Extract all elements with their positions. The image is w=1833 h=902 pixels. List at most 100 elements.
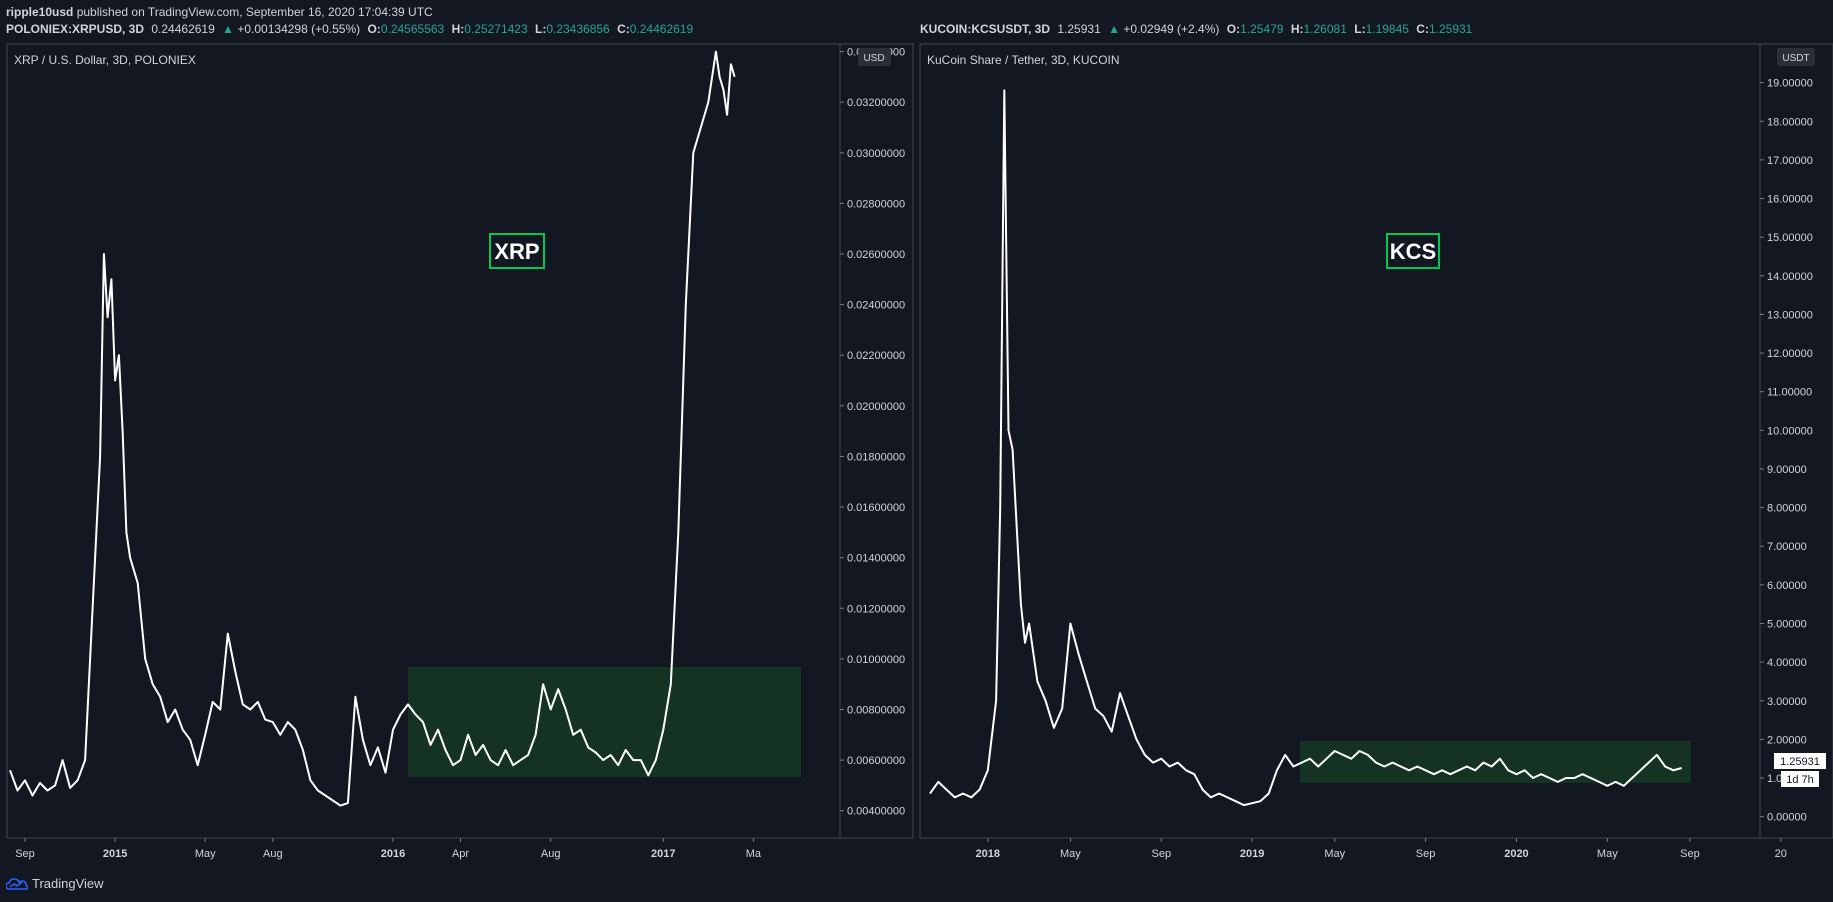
top-header: ripple10usd published on TradingView.com… [0, 0, 1833, 42]
right-y-tick-label: 13.00000 [1767, 309, 1813, 321]
right-x-tick-label: May [1597, 848, 1618, 860]
left-y-tick-label: 0.02600000 [847, 249, 905, 261]
right-symbol[interactable]: KUCOIN:KCSUSDT, 3D [920, 22, 1051, 36]
right-y-tick-label: 2.00000 [1767, 734, 1807, 746]
left-x-axis[interactable]: Sep 2015 May Aug 2016 Apr Aug 2017 Ma [15, 838, 762, 860]
low-label: L: [534, 22, 547, 36]
right-annotation-box[interactable] [1386, 233, 1440, 269]
tradingview-cloud-icon [6, 877, 28, 890]
left-low: 0.23436856 [546, 22, 610, 36]
left-x-tick-label: Sep [15, 848, 35, 860]
tradingview-brand: TradingView [32, 876, 104, 891]
up-triangle-icon: ▲ [222, 22, 235, 36]
left-chart-title: XRP / U.S. Dollar, 3D, POLONIEX [14, 53, 196, 67]
right-panel-frame [919, 43, 1833, 839]
tradingview-logo[interactable]: TradingView [6, 876, 104, 891]
right-y-tick-label: 3.00000 [1767, 696, 1807, 708]
left-y-tick-label: 0.00600000 [847, 755, 905, 767]
left-y-tick-label: 0.00400000 [847, 806, 905, 818]
left-x-tick-label: Apr [452, 848, 469, 860]
left-close: 0.24462619 [629, 22, 694, 36]
left-y-tick-label: 0.01000000 [847, 654, 905, 666]
right-x-tick-label: Sep [1151, 848, 1171, 860]
right-x-tick-label: Sep [1416, 848, 1436, 860]
close-label: C: [617, 22, 630, 36]
high-label: H: [1290, 22, 1304, 36]
right-price-line [929, 89, 1682, 807]
low-label: L: [1354, 22, 1366, 36]
left-y-tick-label: 0.03200000 [847, 97, 905, 109]
high-label: H: [451, 22, 465, 36]
left-x-tick-label: 2016 [381, 848, 405, 860]
left-change: +0.00134298 (+0.55%) [237, 22, 361, 36]
left-x-tick-label: May [195, 848, 216, 860]
right-x-tick-label: 20 [1775, 848, 1787, 860]
up-triangle-icon: ▲ [1108, 22, 1120, 36]
right-x-tick-label: 2019 [1240, 848, 1264, 860]
right-currency-label: USDT [1782, 53, 1809, 64]
open-label: O: [1226, 22, 1241, 36]
right-y-tick-label: 6.00000 [1767, 580, 1807, 592]
right-low: 1.19845 [1365, 22, 1409, 36]
left-y-tick-label: 0.01400000 [847, 553, 905, 565]
left-annotation-label: XRP [494, 239, 539, 264]
right-y-tick-label: 7.00000 [1767, 541, 1807, 553]
right-x-tick-label: 2020 [1504, 848, 1528, 860]
right-chart-panel[interactable]: KuCoin Share / Tether, 3D, KUCOIN 0.0000… [919, 43, 1833, 860]
charts-canvas[interactable]: XRP / U.S. Dollar, 3D, POLONIEX 0.004000… [0, 0, 1833, 870]
right-x-tick-label: 2018 [976, 848, 1000, 860]
left-open: 0.24565563 [380, 22, 445, 36]
left-x-tick-label: Ma [746, 848, 762, 860]
right-x-axis[interactable]: 2018 May Sep 2019 May Sep 2020 May Sep 20 [976, 838, 1787, 860]
right-y-tick-label: 9.00000 [1767, 464, 1807, 476]
left-currency-label: USD [863, 53, 884, 64]
right-y-tick-label: 19.00000 [1767, 78, 1813, 90]
right-y-tick-label: 8.00000 [1767, 503, 1807, 515]
left-symbol[interactable]: POLONIEX:XRPUSD, 3D [6, 22, 145, 36]
right-y-tick-label: 12.00000 [1767, 348, 1813, 360]
right-x-tick-label: May [1060, 848, 1081, 860]
right-y-tick-label: 16.00000 [1767, 194, 1813, 206]
right-x-tick-label: May [1324, 848, 1345, 860]
right-y-tick-label: 15.00000 [1767, 232, 1813, 244]
right-annotation-label: KCS [1390, 239, 1436, 264]
left-currency-badge [858, 48, 891, 66]
left-range-box[interactable] [408, 667, 801, 777]
open-label: O: [367, 22, 381, 36]
right-high: 1.26081 [1303, 22, 1347, 36]
publisher-name[interactable]: ripple10usd [6, 5, 74, 19]
right-currency-badge [1777, 48, 1815, 66]
countdown-tag [1781, 771, 1819, 787]
left-y-tick-label: 0.02200000 [847, 350, 905, 362]
right-y-tick-label: 0.00000 [1767, 812, 1807, 824]
left-y-tick-label: 0.03000000 [847, 148, 905, 160]
last-price-text: 1.25931 [1780, 756, 1820, 768]
right-y-tick-label: 5.00000 [1767, 619, 1807, 631]
right-y-tick-label: 14.00000 [1767, 271, 1813, 283]
left-high: 0.25271423 [464, 22, 528, 36]
right-y-tick-label: 18.00000 [1767, 116, 1813, 128]
right-chart-title: KuCoin Share / Tether, 3D, KUCOIN [927, 53, 1120, 67]
right-y-tick-label: 4.00000 [1767, 657, 1807, 669]
left-ohlc-legend: POLONIEX:XRPUSD, 3D 0.24462619 ▲ +0.0013… [6, 22, 693, 36]
right-y-tick-label: 10.00000 [1767, 425, 1813, 437]
left-x-tick-label: Aug [541, 848, 561, 860]
left-y-tick-label: 0.01800000 [847, 451, 905, 463]
left-y-tick-label: 0.00800000 [847, 704, 905, 716]
left-price-line [9, 50, 736, 807]
left-x-tick-label: Aug [263, 848, 283, 860]
right-y-tick-label: 11.00000 [1767, 387, 1812, 399]
close-label: C: [1416, 22, 1429, 36]
right-x-tick-label: Sep [1680, 848, 1700, 860]
left-annotation-box[interactable] [489, 233, 545, 269]
last-price-tag [1774, 753, 1826, 769]
left-chart-panel[interactable]: XRP / U.S. Dollar, 3D, POLONIEX 0.004000… [6, 43, 914, 860]
publish-line: ripple10usd published on TradingView.com… [6, 5, 433, 19]
left-y-tick-label: 0.02800000 [847, 198, 905, 210]
right-open: 1.25479 [1240, 22, 1284, 36]
right-close: 1.25931 [1428, 22, 1473, 36]
left-y-tick-label: 0.02400000 [847, 300, 905, 312]
footer: TradingView [0, 870, 1833, 902]
countdown-text: 1d 7h [1786, 774, 1814, 786]
published-text: published on TradingView.com, September … [76, 5, 433, 19]
